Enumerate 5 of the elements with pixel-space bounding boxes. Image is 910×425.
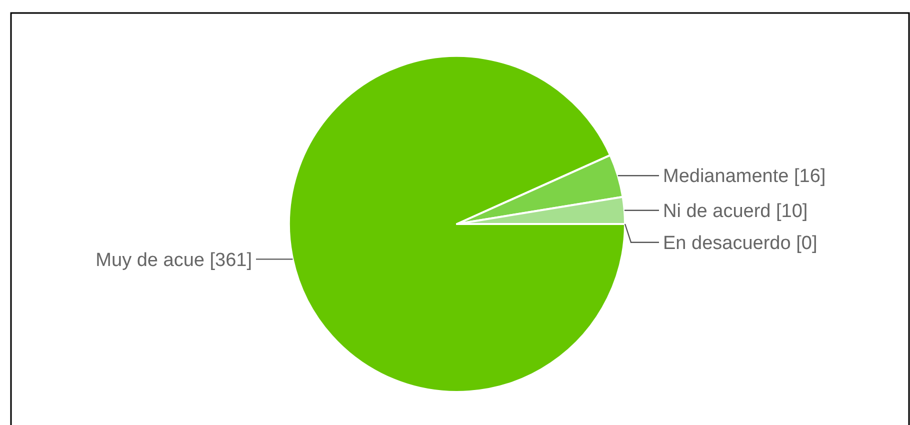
pie-slice (288, 55, 626, 393)
slice-label: Muy de acue [361] (96, 250, 252, 271)
slice-label: Ni de acuerd [10] (663, 201, 808, 222)
slice-label: Medianamente [16] (663, 166, 826, 188)
legend-label: En desacuerdo [0] (663, 233, 818, 254)
